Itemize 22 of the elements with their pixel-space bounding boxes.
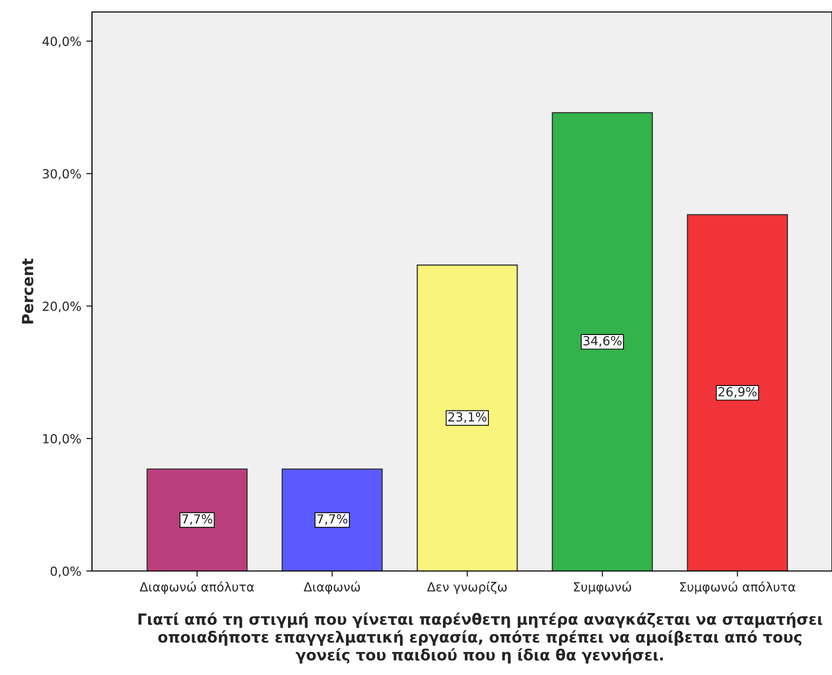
bar	[282, 468, 383, 571]
x-tick-label: Διαφωνώ	[304, 581, 360, 594]
data-label: 34,6%	[583, 336, 622, 347]
bar	[416, 264, 518, 571]
data-label: 7,7%	[182, 514, 212, 525]
y-tick-label: 20,0%	[42, 302, 81, 312]
y-tick-label: 10,0%	[43, 434, 81, 445]
data-label: 23,1%	[448, 412, 486, 423]
x-tick-label: Διαφωνώ απόλυτα	[140, 581, 254, 594]
y-tick-label: 30,0%	[42, 169, 81, 180]
bar	[146, 468, 248, 571]
x-axis-title: Γιατί από τη στιγμή που γίνεται παρένθετη μητέρα αναγκάζεται να σταματήσει οποιαδήποτε επαγγελματική εργασία, οπότε πρέπει να αμοίβεται από τους γονείς του παιδιού που η ίδια θα γεννήσει.	[138, 612, 822, 664]
y-tick-label: 0,0%	[50, 566, 81, 578]
x-tick-label: Συμφωνώ απόλυτα	[680, 581, 796, 594]
y-axis-title: Percent	[22, 258, 34, 324]
bar	[552, 112, 653, 571]
data-label: 7,7%	[317, 514, 348, 525]
data-label: 26,9%	[718, 387, 757, 398]
x-tick-label: Δεν γνωρίζω	[427, 581, 507, 594]
x-tick-label: Συμφωνώ	[574, 581, 632, 594]
bar	[686, 214, 788, 571]
y-tick-label: 40,0%	[42, 36, 81, 48]
